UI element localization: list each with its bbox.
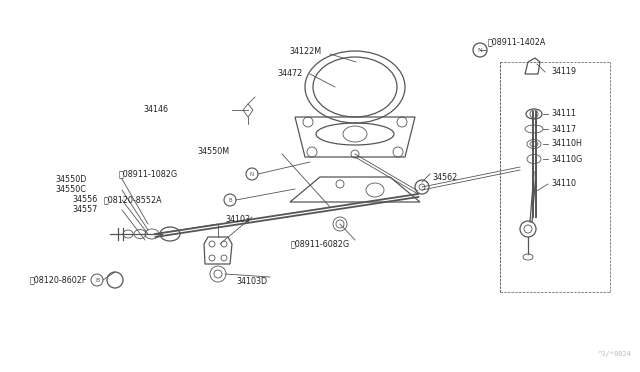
Text: ⓝ08911-1402A: ⓝ08911-1402A <box>488 38 547 46</box>
Text: 34110G: 34110G <box>551 154 582 164</box>
Text: N: N <box>250 171 254 176</box>
Text: 34117: 34117 <box>551 125 576 134</box>
Text: 34472: 34472 <box>278 68 303 77</box>
Text: ⓝ08911-1082G: ⓝ08911-1082G <box>119 170 178 179</box>
Text: N: N <box>477 48 483 52</box>
Text: 34103D: 34103D <box>237 278 268 286</box>
Text: Ⓑ08120-8602F: Ⓑ08120-8602F <box>30 276 88 285</box>
Text: ⓝ08911-6082G: ⓝ08911-6082G <box>291 240 350 248</box>
Text: Ⓑ08120-8552A: Ⓑ08120-8552A <box>104 196 162 205</box>
Text: 34110H: 34110H <box>551 140 582 148</box>
Text: 34122M: 34122M <box>290 48 322 57</box>
Text: 34110: 34110 <box>551 180 576 189</box>
Text: 34562: 34562 <box>432 173 457 182</box>
Text: B: B <box>228 198 232 202</box>
Text: 34146: 34146 <box>143 105 168 113</box>
Text: 34119: 34119 <box>551 67 576 77</box>
Text: 34111: 34111 <box>551 109 576 119</box>
Text: 34550D: 34550D <box>55 174 86 183</box>
Text: B: B <box>95 278 99 282</box>
Text: ^3/*0024: ^3/*0024 <box>598 351 632 357</box>
Text: 34557: 34557 <box>72 205 97 215</box>
Text: 34103: 34103 <box>225 215 250 224</box>
Text: 34556: 34556 <box>72 196 97 205</box>
Text: 34550M: 34550M <box>198 148 230 157</box>
Text: 34550C: 34550C <box>55 186 86 195</box>
